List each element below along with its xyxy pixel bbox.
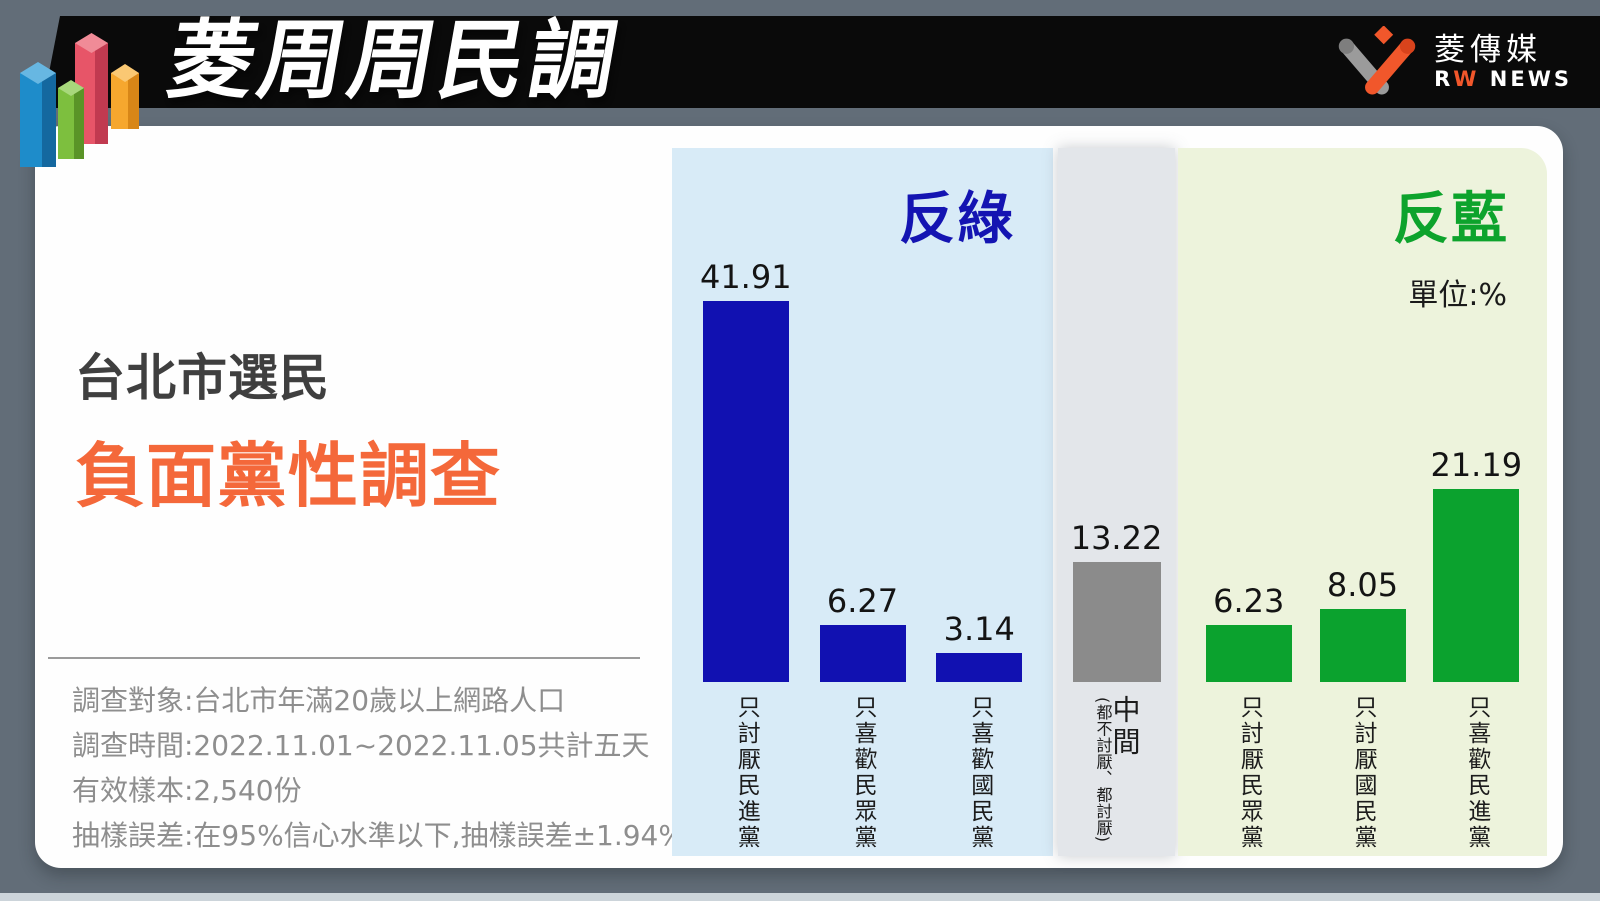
bar-label-column: 只討厭民眾黨 [1206,682,1292,856]
bar-column: 21.19 [1430,446,1523,682]
logo-news-rest: NEWS [1479,67,1572,91]
bars-row: 13.22 [1058,519,1175,682]
bar-column: 3.14 [936,610,1023,682]
bar-label-main: 只討厭國民黨 [1350,695,1376,851]
panel-header-anti-green: 反綠 [899,187,1015,252]
bar-label: 只喜歡國民黨 [966,695,993,856]
bar-value-label: 41.91 [699,258,792,296]
icon-green-bar [58,80,84,159]
bar-label-main: 只喜歡民進黨 [1463,695,1490,851]
survey-target: 調查對象:台北市年滿20歲以上網路人口 [72,684,566,717]
survey-info: 調查對象:台北市年滿20歲以上網路人口 調查時間:2022.11.01~2022… [72,678,685,858]
panel-anti-green: 反綠 41.91 6.27 3.14 只討厭民進黨 只喜歡民眾黨 只喜歡國民黨 [672,148,1053,856]
survey-period: 調查時間:2022.11.01~2022.11.05共計五天 [72,729,650,762]
bar [1072,562,1161,682]
survey-sample: 有效樣本:2,540份 [72,774,302,807]
bar-label-main: 只討厭民進黨 [733,695,760,851]
banner-title: 菱周周民調 [160,11,629,111]
bar-label-main: 中間 [1108,695,1142,759]
bars-row: 41.91 6.27 3.14 [672,258,1053,682]
labels-row: 中間 (都不討厭、都討厭) [1058,682,1175,856]
bar [1433,489,1520,682]
bar-value-label: 21.19 [1430,446,1523,484]
bar-label-column: 中間 (都不討厭、都討厭) [1073,682,1161,856]
bar-label-column: 只喜歡國民黨 [936,682,1022,856]
bar-label-main: 只喜歡國民黨 [966,695,993,851]
logo-brand-text: 菱傳媒 [1434,32,1543,68]
bar-value-label: 6.23 [1213,582,1285,620]
logo: 菱傳媒 RW NEWS [1334,26,1572,98]
logo-news-r: R [1434,67,1454,91]
rwnews-logo-icon [1338,26,1416,95]
bar-value-label: 13.22 [1070,519,1163,557]
bar-label-column: 只討厭國民黨 [1320,682,1406,856]
icon-blue-bar [20,62,56,167]
bar-chart-icon [20,33,139,167]
headline: 台北市選民 負面黨性調查 [75,338,501,521]
infographic-card: 台北市選民 負面黨性調查 調查對象:台北市年滿20歲以上網路人口 調查時間:20… [35,126,1563,868]
bar [936,653,1023,682]
bar-label-column: 只喜歡民進黨 [1433,682,1519,856]
bar-value-label: 8.05 [1326,566,1399,604]
bar-label: 中間 (都不討厭、都討厭) [1093,695,1142,856]
survey-margin: 抽樣誤差:在95%信心水準以下,抽樣誤差±1.94% [72,819,685,852]
divider-line [48,657,640,659]
labels-row: 只討厭民眾黨 只討厭國民黨 只喜歡民進黨 [1178,682,1547,856]
bar [1205,625,1292,682]
icon-orange-bar [111,64,139,129]
bar-label-main: 只喜歡民眾黨 [850,695,876,851]
logo-news-text: RW NEWS [1434,67,1572,91]
bar-label: 只討厭民眾黨 [1236,695,1263,856]
bar-label-column: 只喜歡民眾黨 [820,682,906,856]
labels-row: 只討厭民進黨 只喜歡民眾黨 只喜歡國民黨 [672,682,1053,856]
panel-middle: 13.22 中間 (都不討厭、都討厭) [1058,148,1175,856]
bar-label: 只喜歡民進黨 [1463,695,1490,856]
panel-anti-blue: 反藍 單位:% 6.23 8.05 21.19 只討厭民眾黨 只討厭國民黨 只喜歡民進黨 [1178,148,1547,856]
bar-value-label: 6.27 [826,582,899,620]
bar-column: 13.22 [1070,519,1163,682]
bar-column: 8.05 [1319,566,1406,682]
bar-label-main: 只討厭民眾黨 [1236,695,1263,851]
headline-subject: 台北市選民 [75,349,330,407]
headline-topic: 負面黨性調查 [75,435,501,517]
bar-label-column: 只討厭民進黨 [703,682,789,856]
bar-column: 41.91 [699,258,792,682]
bar-label: 只喜歡民眾黨 [850,695,876,856]
bars-row: 6.23 8.05 21.19 [1178,446,1547,682]
unit-label: 單位:% [1408,278,1507,313]
bar [1319,609,1406,682]
bar-label: 只討厭國民黨 [1350,695,1376,856]
bar [702,301,789,682]
logo-news-w: W [1453,67,1480,91]
panel-header-anti-blue: 反藍 [1393,187,1509,252]
bottom-strip [0,893,1600,901]
bar-value-label: 3.14 [943,610,1015,648]
bar-column: 6.23 [1205,582,1292,682]
bar-column: 6.27 [819,582,906,682]
bar [819,625,906,682]
bar-label: 只討厭民進黨 [733,695,760,856]
bar-label-sub: (都不討厭、都討厭) [1093,697,1113,843]
